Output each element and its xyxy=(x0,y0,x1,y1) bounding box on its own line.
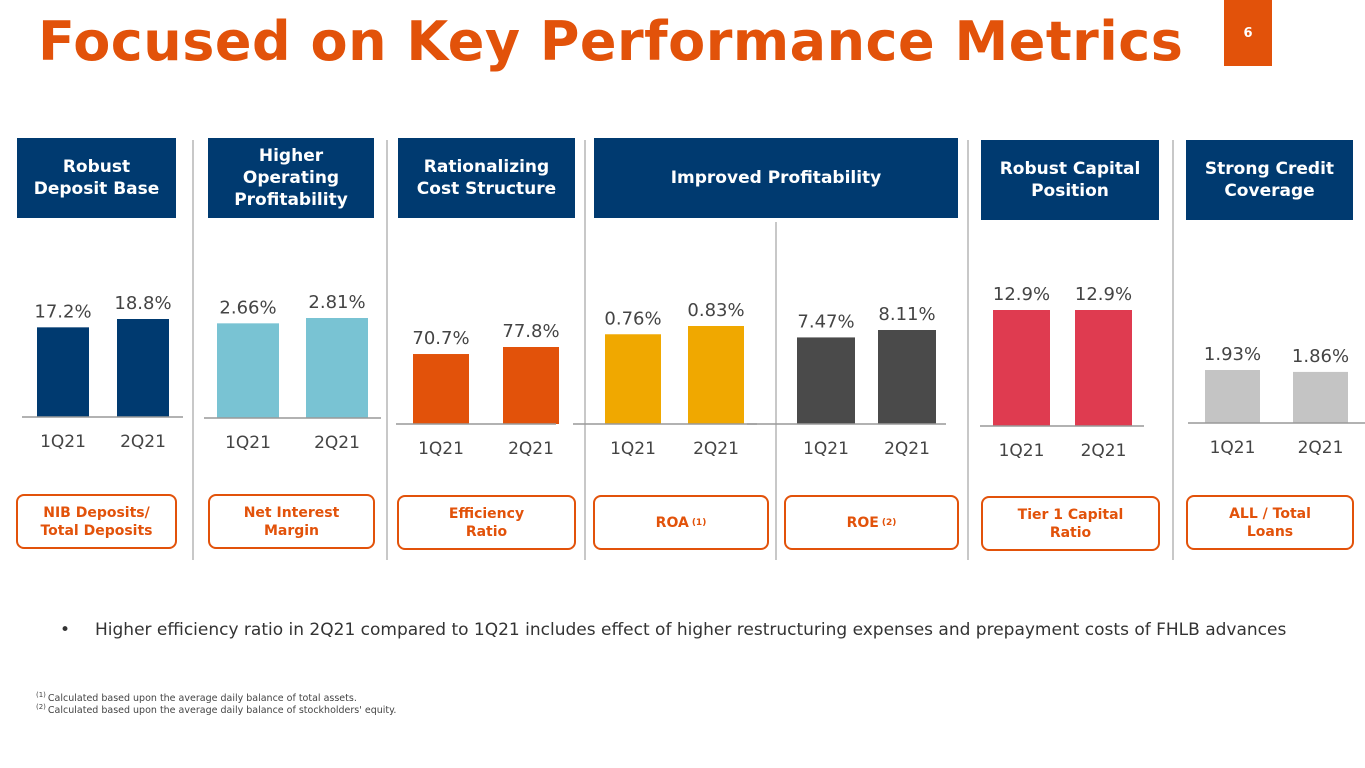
metric-label-text: Efficiency Ratio xyxy=(448,505,525,540)
x-tick-label: 1Q21 xyxy=(418,439,464,459)
divider xyxy=(192,140,194,560)
metric-label-text: Net Interest Margin xyxy=(243,504,340,539)
data-label: 0.76% xyxy=(604,308,661,329)
data-label: 70.7% xyxy=(412,328,469,349)
metric-label-text: Tier 1 Capital Ratio xyxy=(1017,506,1124,541)
metric-label-roe: ROE (2) xyxy=(784,495,959,550)
divider xyxy=(386,140,388,560)
bar xyxy=(217,323,279,418)
data-label: 18.8% xyxy=(114,293,171,314)
x-tick-label: 1Q21 xyxy=(40,432,86,452)
section-header-cost-structure: Rationalizing Cost Structure xyxy=(398,138,575,218)
divider xyxy=(967,140,969,560)
data-label: 0.83% xyxy=(687,300,744,321)
metric-label-nib-deposits: NIB Deposits/ Total Deposits xyxy=(16,494,177,549)
bullet-text: Higher efficiency ratio in 2Q21 compared… xyxy=(95,620,1287,640)
bullet-note: • Higher efficiency ratio in 2Q21 compare… xyxy=(60,620,1286,640)
x-tick-label: 2Q21 xyxy=(693,439,739,459)
footnote-text: Calculated based upon the average daily … xyxy=(47,693,357,705)
data-label: 7.47% xyxy=(797,311,854,332)
bar xyxy=(605,334,661,424)
x-tick-label: 2Q21 xyxy=(314,433,360,453)
metric-label-efficiency: Efficiency Ratio xyxy=(397,495,576,550)
data-label: 12.9% xyxy=(1075,284,1132,305)
metric-label-text: ROA xyxy=(655,514,689,531)
metric-label-nim: Net Interest Margin xyxy=(208,494,375,549)
bar xyxy=(1075,310,1132,426)
bar xyxy=(993,310,1050,426)
divider xyxy=(584,140,586,560)
data-label: 17.2% xyxy=(34,301,91,322)
data-label: 2.81% xyxy=(308,292,365,313)
section-header-capital-position: Robust Capital Position xyxy=(981,140,1159,220)
metric-label-all-loans: ALL / Total Loans xyxy=(1186,495,1354,550)
x-tick-label: 2Q21 xyxy=(1081,441,1127,461)
x-tick-label: 1Q21 xyxy=(610,439,656,459)
bar xyxy=(797,337,855,424)
bar xyxy=(1293,371,1348,423)
footnote-1: (1) Calculated based upon the average dai… xyxy=(36,691,357,704)
section-header-operating-profitability: Higher Operating Profitability xyxy=(208,138,374,218)
data-label: 77.8% xyxy=(502,321,559,342)
section-header-deposit-base: Robust Deposit Base xyxy=(17,138,176,218)
metric-label-text: NIB Deposits/ Total Deposits xyxy=(40,504,153,539)
section-header-credit-coverage: Strong Credit Coverage xyxy=(1186,140,1353,220)
x-tick-label: 2Q21 xyxy=(884,439,930,459)
bar xyxy=(688,326,744,424)
divider xyxy=(775,222,777,560)
bar xyxy=(306,318,368,418)
bullet-icon: • xyxy=(60,620,71,640)
bar xyxy=(37,327,89,417)
data-label: 8.11% xyxy=(878,304,935,325)
bar xyxy=(1205,370,1260,423)
x-tick-label: 1Q21 xyxy=(999,441,1045,461)
bar xyxy=(503,347,559,424)
metric-label-tier1: Tier 1 Capital Ratio xyxy=(981,496,1160,551)
bar xyxy=(878,330,936,424)
data-label: 1.86% xyxy=(1292,346,1349,367)
metric-label-roa: ROA (1) xyxy=(593,495,769,550)
footnote-marker: (2) xyxy=(881,517,897,528)
footnote-text: Calculated based upon the average daily … xyxy=(47,705,397,717)
x-tick-label: 1Q21 xyxy=(1210,438,1256,458)
metric-label-text: ALL / Total Loans xyxy=(1229,505,1311,540)
footnote-mark: (2) xyxy=(36,703,46,711)
x-tick-label: 2Q21 xyxy=(1298,438,1344,458)
bar xyxy=(117,319,169,417)
x-tick-label: 2Q21 xyxy=(508,439,554,459)
data-label: 2.66% xyxy=(219,297,276,318)
footnote-2: (2) Calculated based upon the average dai… xyxy=(36,703,396,716)
bar xyxy=(413,354,469,424)
divider xyxy=(1172,140,1174,560)
x-tick-label: 2Q21 xyxy=(120,432,166,452)
footnote-mark: (1) xyxy=(36,691,46,699)
footnote-marker: (1) xyxy=(691,517,707,528)
page-title: Focused on Key Performance Metrics xyxy=(38,10,1184,73)
data-label: 12.9% xyxy=(993,284,1050,305)
page-number: 6 xyxy=(1224,0,1272,66)
metric-label-text: ROE xyxy=(846,514,879,531)
section-header-improved-profitability: Improved Profitability xyxy=(594,138,958,218)
x-tick-label: 1Q21 xyxy=(803,439,849,459)
x-tick-label: 1Q21 xyxy=(225,433,271,453)
data-label: 1.93% xyxy=(1204,344,1261,365)
